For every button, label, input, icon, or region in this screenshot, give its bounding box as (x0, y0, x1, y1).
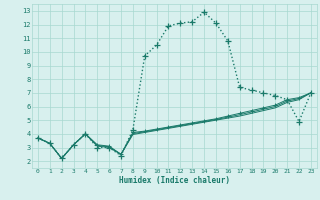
X-axis label: Humidex (Indice chaleur): Humidex (Indice chaleur) (119, 176, 230, 185)
